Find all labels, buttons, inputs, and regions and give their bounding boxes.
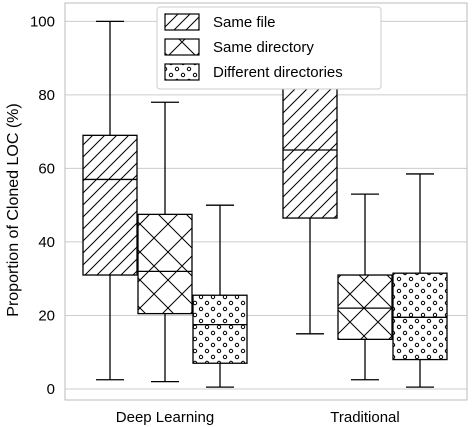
legend-swatch: [164, 38, 200, 56]
box: [192, 294, 248, 364]
legend-swatch: [164, 63, 200, 81]
legend-frame: [156, 6, 382, 90]
x-tick-label: Traditional: [330, 409, 399, 426]
y-axis-label: Proportion of Cloned LOC (%): [5, 103, 22, 316]
y-tick-label: 60: [38, 160, 55, 177]
box: [392, 272, 448, 361]
y-tick-label: 100: [30, 13, 55, 30]
box: [82, 134, 138, 276]
box: [337, 274, 393, 340]
y-tick-label: 0: [47, 381, 55, 398]
box: [137, 213, 193, 315]
y-tick-label: 80: [38, 87, 55, 104]
legend: Same file Same directory Different directo…: [156, 6, 382, 90]
plot-frame: [64, 2, 468, 401]
y-tick-label: 20: [38, 307, 55, 324]
x-tick-label: Deep Learning: [116, 409, 214, 426]
legend-label: Same directory: [213, 39, 314, 56]
tick-labels: 0 20 40 60 80 100 Deep Learning Traditional: [30, 13, 400, 426]
legend-swatch: [164, 13, 200, 31]
axes: [64, 2, 468, 401]
legend-label: Same file: [213, 14, 276, 31]
y-tick-label: 40: [38, 234, 55, 251]
legend-label: Different directories: [213, 64, 343, 81]
